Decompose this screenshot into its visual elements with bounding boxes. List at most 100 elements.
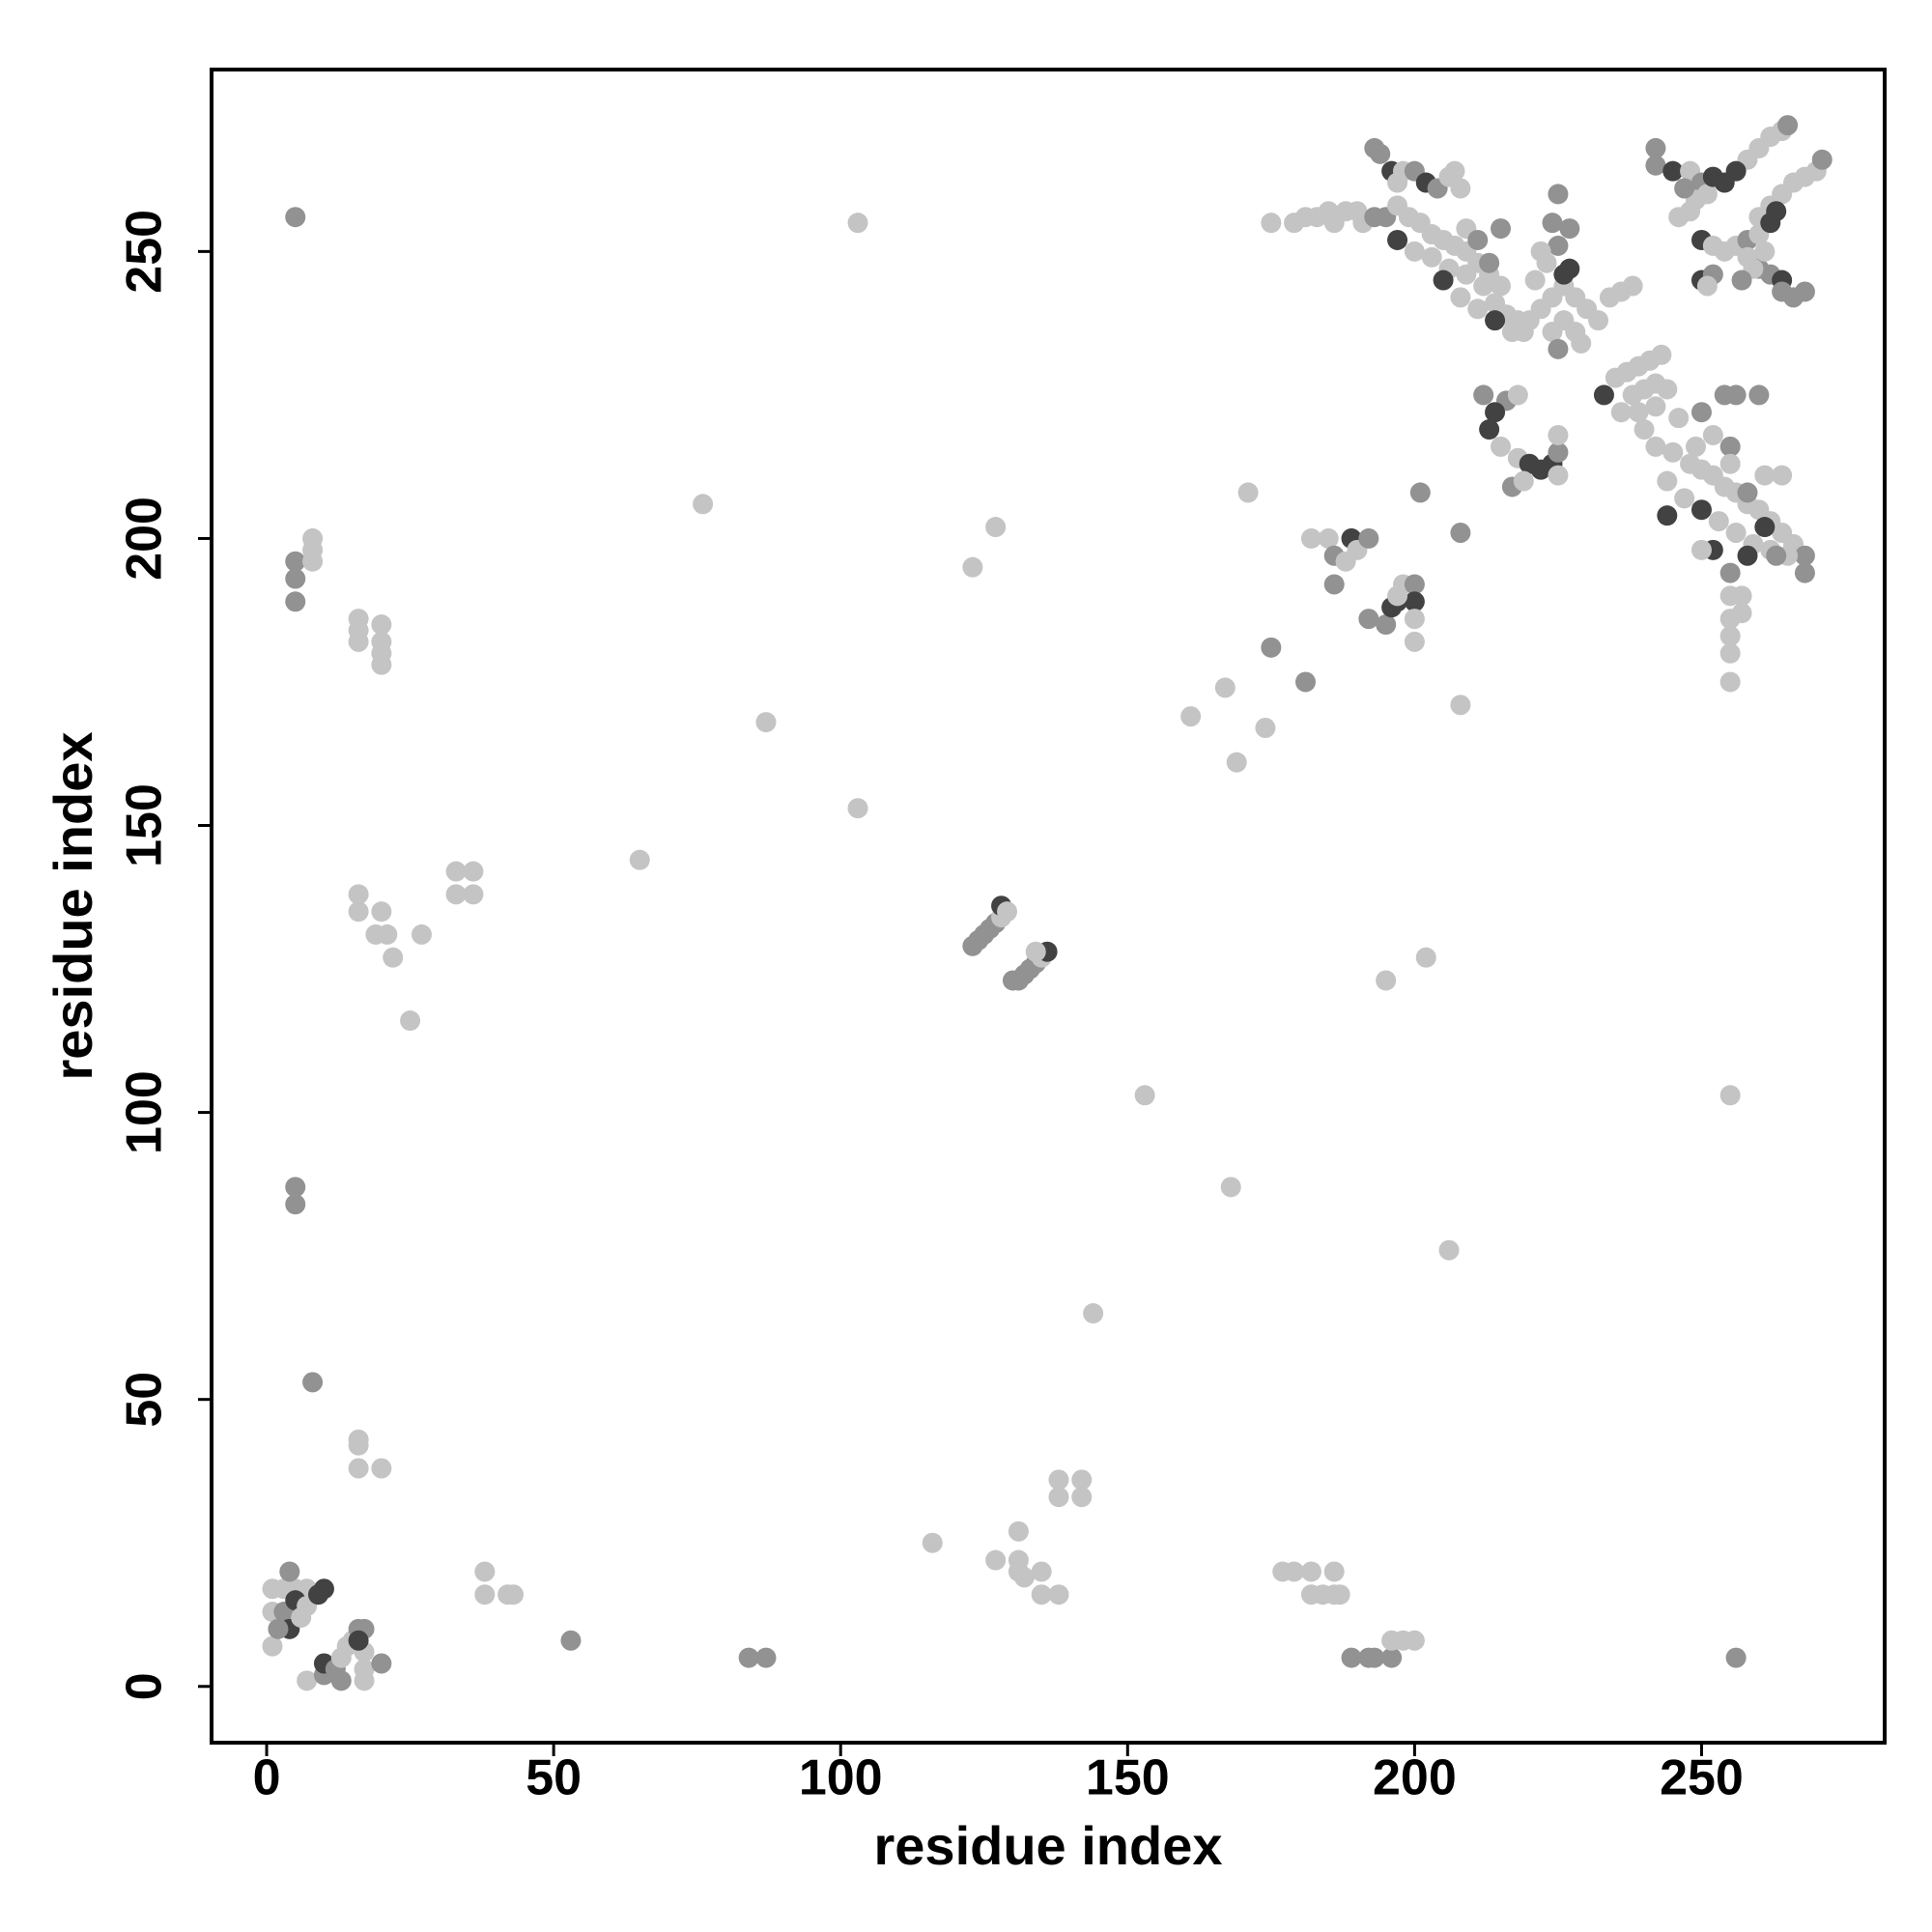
- contact-point: [330, 1670, 352, 1691]
- y-tick-label: 0: [117, 1672, 173, 1700]
- contact-point: [1754, 465, 1776, 486]
- contact-point: [1134, 1085, 1155, 1106]
- contact-point: [1300, 527, 1321, 549]
- contact-point: [1668, 408, 1690, 429]
- contact-point: [1323, 1561, 1345, 1582]
- contact-point: [1686, 436, 1707, 457]
- contact-point: [371, 1653, 392, 1674]
- contact-point: [1645, 137, 1666, 158]
- y-tick-label: 50: [117, 1372, 173, 1428]
- contact-point: [1690, 539, 1712, 560]
- contact-point: [1524, 270, 1546, 291]
- contact-point: [474, 1561, 496, 1582]
- contact-point: [285, 551, 306, 572]
- contact-point: [1404, 591, 1425, 612]
- plot-points: [262, 115, 1833, 1691]
- contact-point: [313, 1578, 334, 1600]
- contact-point: [1261, 637, 1282, 658]
- contact-point: [1485, 310, 1506, 331]
- contact-point: [1794, 281, 1815, 302]
- contact-point: [1370, 143, 1391, 164]
- contact-point: [1284, 1561, 1305, 1582]
- contact-point: [1559, 218, 1580, 240]
- contact-point: [1513, 470, 1534, 492]
- contact-point: [400, 1010, 421, 1032]
- contact-point: [985, 1549, 1007, 1571]
- contact-point: [1214, 677, 1236, 698]
- contact-point: [1404, 631, 1425, 652]
- contact-point: [1421, 246, 1442, 268]
- contact-point: [847, 213, 868, 234]
- contact-point: [1794, 562, 1815, 583]
- contact-point: [285, 207, 306, 228]
- contact-point: [1444, 160, 1465, 182]
- contact-point: [1008, 1520, 1029, 1542]
- contact-point: [1255, 718, 1276, 739]
- contact-point: [755, 1647, 777, 1668]
- contact-point: [847, 798, 868, 819]
- contact-point: [1662, 441, 1684, 463]
- contact-point: [371, 901, 392, 923]
- plot-frame: [210, 68, 1887, 1745]
- contact-point: [1491, 436, 1512, 457]
- contact-point: [1530, 241, 1551, 262]
- contact-point: [371, 654, 392, 675]
- contact-point: [1651, 344, 1672, 365]
- contact-point: [1634, 419, 1655, 440]
- contact-point: [1404, 574, 1425, 595]
- contact-point: [1657, 505, 1678, 526]
- contact-point: [1777, 115, 1799, 136]
- contact-point: [693, 494, 714, 515]
- contact-point: [1433, 270, 1454, 291]
- contact-point: [1294, 671, 1316, 693]
- contact-point: [1571, 332, 1592, 354]
- y-tick-label: 150: [117, 783, 173, 867]
- contact-point: [1491, 275, 1512, 297]
- contact-point: [1737, 482, 1758, 503]
- contact-point: [1456, 264, 1477, 285]
- contact-point: [297, 1670, 318, 1691]
- y-tick-label: 250: [117, 210, 173, 294]
- contact-point: [1404, 609, 1425, 630]
- contact-point: [1220, 1177, 1241, 1198]
- contact-point: [1754, 241, 1776, 262]
- contact-point: [1731, 585, 1752, 607]
- contact-point: [348, 1630, 369, 1651]
- contact-point: [738, 1647, 759, 1668]
- contact-point: [1548, 424, 1569, 445]
- contact-point: [1645, 396, 1666, 417]
- contact-point: [1588, 310, 1609, 331]
- contact-point: [285, 568, 306, 589]
- contact-point: [1719, 453, 1741, 474]
- x-tick-label: 250: [1660, 1750, 1744, 1806]
- contact-point: [445, 884, 467, 905]
- contact-point: [1467, 298, 1489, 320]
- contact-point: [1680, 201, 1701, 222]
- contact-point: [1323, 574, 1345, 595]
- contact-point: [1450, 178, 1471, 199]
- contact-point: [1772, 465, 1793, 486]
- contact-point: [985, 517, 1007, 538]
- contact-point: [1674, 488, 1695, 509]
- contact-point: [348, 1435, 369, 1456]
- contact-point: [1318, 527, 1339, 549]
- contact-point: [1364, 1647, 1385, 1668]
- contact-point: [1645, 436, 1666, 457]
- contact-point: [348, 1458, 369, 1479]
- x-tick-label: 200: [1373, 1750, 1457, 1806]
- contact-point: [1737, 545, 1758, 566]
- contact-point: [1404, 1630, 1425, 1651]
- contact-point: [1628, 402, 1649, 423]
- x-tick-label: 150: [1086, 1750, 1170, 1806]
- contact-point: [1811, 149, 1833, 170]
- contact-point: [1031, 1584, 1052, 1605]
- contact-point: [411, 923, 432, 945]
- contact-point: [1754, 517, 1776, 538]
- contact-point: [1725, 160, 1747, 182]
- contact-point: [1719, 1085, 1741, 1106]
- contact-point: [1473, 384, 1494, 406]
- contact-point: [1180, 706, 1202, 727]
- contact-point: [1479, 252, 1500, 273]
- contact-point: [348, 901, 369, 923]
